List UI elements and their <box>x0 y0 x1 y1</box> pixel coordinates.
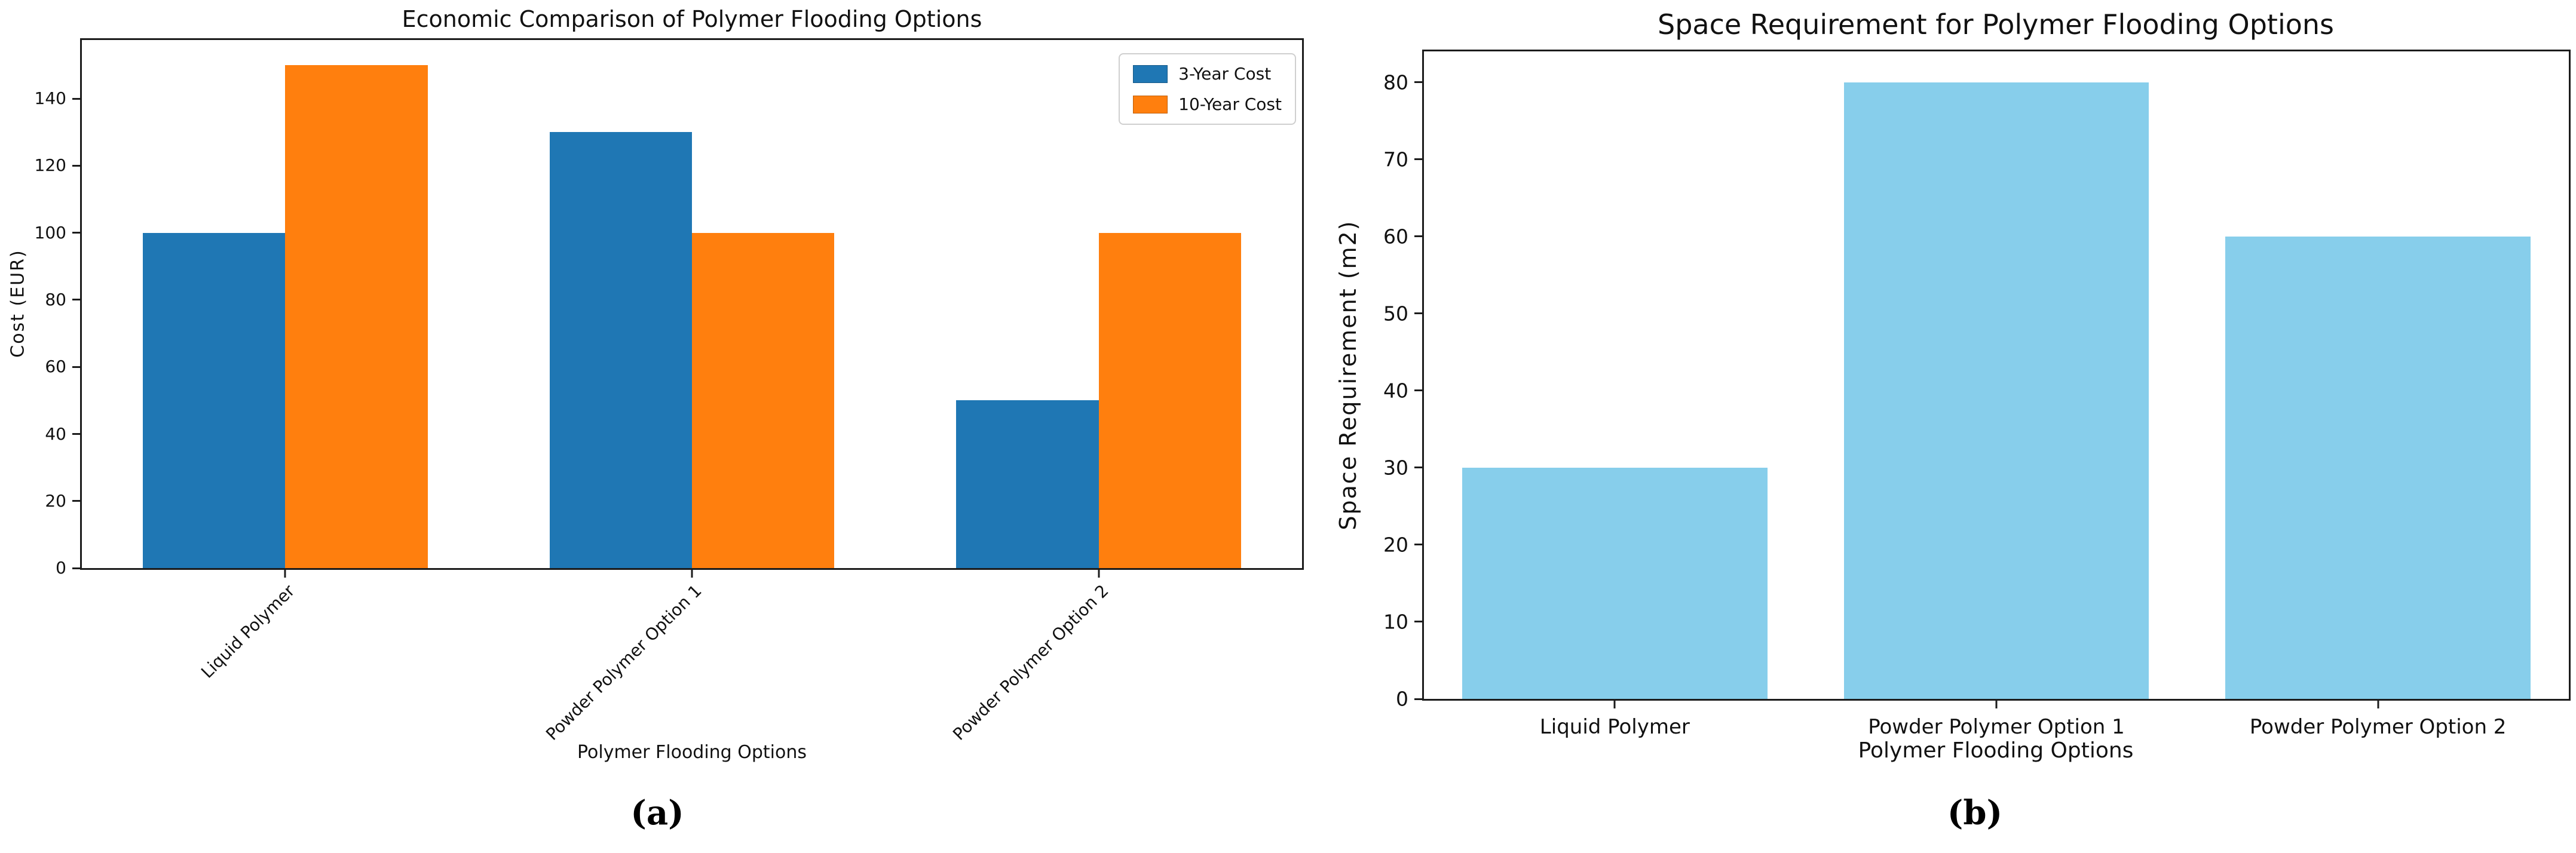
bar-10-year-cost-powder-polymer-option-2 <box>1098 232 1241 568</box>
panel-label-a: (a) <box>630 793 684 833</box>
chart-a-x-axis-title: Polymer Flooding Options <box>577 742 807 763</box>
y-tick-mark-60 <box>72 366 82 368</box>
y-tick-label-120: 120 <box>34 155 66 176</box>
y-tick-label-100: 100 <box>34 222 66 243</box>
y-tick-mark-30 <box>1414 467 1424 469</box>
x-tick-mark-powder-polymer-option-2 <box>2377 699 2379 708</box>
y-tick-label-0: 0 <box>1396 687 1408 711</box>
legend-swatch-10-year-cost <box>1133 95 1168 113</box>
x-tick-mark-powder-polymer-option-2 <box>1098 568 1100 578</box>
bar-10-year-cost-powder-polymer-option-1 <box>692 232 835 568</box>
legend-label-10-year-cost: 10-Year Cost <box>1178 94 1282 114</box>
chart-a-legend: 3-Year Cost 10-Year Cost <box>1119 53 1296 125</box>
y-tick-mark-20 <box>1414 544 1424 546</box>
category-label-powder-polymer-option-2: Powder Polymer Option 2 <box>948 581 1113 744</box>
chart-a-title: Economic Comparison of Polymer Flooding … <box>402 6 982 32</box>
chart-b-y-axis-title: Space Requirement (m2) <box>1335 220 1361 530</box>
legend-entry-10-year-cost: 10-Year Cost <box>1133 94 1282 114</box>
y-tick-label-140: 140 <box>34 88 66 109</box>
bar-10-year-cost-liquid-polymer <box>285 65 428 568</box>
y-tick-mark-60 <box>1414 235 1424 238</box>
legend-label-3-year-cost: 3-Year Cost <box>1178 64 1272 84</box>
legend-entry-3-year-cost: 3-Year Cost <box>1133 64 1282 84</box>
y-tick-label-70: 70 <box>1383 148 1408 171</box>
y-tick-label-30: 30 <box>1383 456 1408 480</box>
bar-space-requirement-liquid-polymer <box>1462 467 1768 699</box>
y-tick-label-20: 20 <box>45 490 66 511</box>
y-tick-label-40: 40 <box>45 424 66 444</box>
legend-swatch-3-year-cost <box>1133 65 1168 83</box>
y-tick-mark-80 <box>1414 81 1424 84</box>
y-tick-label-60: 60 <box>45 357 66 377</box>
category-label-liquid-polymer: Liquid Polymer <box>197 581 299 682</box>
y-tick-label-40: 40 <box>1383 379 1408 403</box>
y-tick-label-10: 10 <box>1383 610 1408 634</box>
y-tick-mark-100 <box>72 232 82 234</box>
x-tick-mark-powder-polymer-option-1 <box>1995 699 1998 708</box>
bar-3-year-cost-powder-polymer-option-2 <box>956 400 1099 568</box>
x-tick-mark-powder-polymer-option-1 <box>691 568 693 578</box>
y-tick-mark-20 <box>72 500 82 502</box>
category-label-powder-polymer-option-1: Powder Polymer Option 1 <box>542 581 706 744</box>
y-tick-label-80: 80 <box>45 289 66 309</box>
y-tick-mark-0 <box>1414 698 1424 700</box>
x-tick-mark-liquid-polymer <box>284 568 286 578</box>
x-tick-mark-liquid-polymer <box>1613 699 1616 708</box>
bar-space-requirement-powder-polymer-option-2 <box>2225 236 2531 699</box>
category-label-powder-polymer-option-1: Powder Polymer Option 1 <box>1868 715 2125 739</box>
bar-3-year-cost-powder-polymer-option-1 <box>549 132 692 568</box>
y-tick-label-80: 80 <box>1383 70 1408 94</box>
bar-space-requirement-powder-polymer-option-1 <box>1843 82 2149 699</box>
y-tick-mark-0 <box>72 567 82 569</box>
y-tick-mark-140 <box>72 97 82 100</box>
y-tick-mark-50 <box>1414 312 1424 315</box>
chart-a-y-axis-title: Cost (EUR) <box>7 249 29 358</box>
chart-b-title: Space Requirement for Polymer Flooding O… <box>1658 8 2334 41</box>
category-label-powder-polymer-option-2: Powder Polymer Option 2 <box>2249 715 2507 739</box>
chart-b-plot-area: 0 10 20 30 40 50 60 70 80 Liquid Polymer Powder Po… <box>1383 50 2571 739</box>
y-tick-mark-40 <box>1414 389 1424 392</box>
chart-a-plot-area: 3-Year Cost 10-Year Cost 0 20 40 60 80 100 120… <box>35 38 1304 744</box>
panel-label-b: (b) <box>1947 793 2003 833</box>
y-tick-mark-10 <box>1414 621 1424 623</box>
figure-b-space-requirement-chart: Space Requirement for Polymer Flooding O… <box>1315 0 2576 853</box>
y-tick-label-20: 20 <box>1383 533 1408 557</box>
y-tick-mark-40 <box>72 433 82 435</box>
y-tick-mark-80 <box>72 299 82 301</box>
bar-3-year-cost-liquid-polymer <box>143 232 286 568</box>
y-tick-label-0: 0 <box>56 558 66 578</box>
y-tick-label-50: 50 <box>1383 302 1408 326</box>
chart-b-x-axis-title: Polymer Flooding Options <box>1858 738 2134 763</box>
y-tick-label-60: 60 <box>1383 225 1408 248</box>
category-label-liquid-polymer: Liquid Polymer <box>1539 715 1690 739</box>
y-tick-mark-120 <box>72 164 82 167</box>
y-tick-mark-70 <box>1414 158 1424 161</box>
figure-a-economic-comparison-chart: Economic Comparison of Polymer Flooding … <box>7 6 1304 833</box>
